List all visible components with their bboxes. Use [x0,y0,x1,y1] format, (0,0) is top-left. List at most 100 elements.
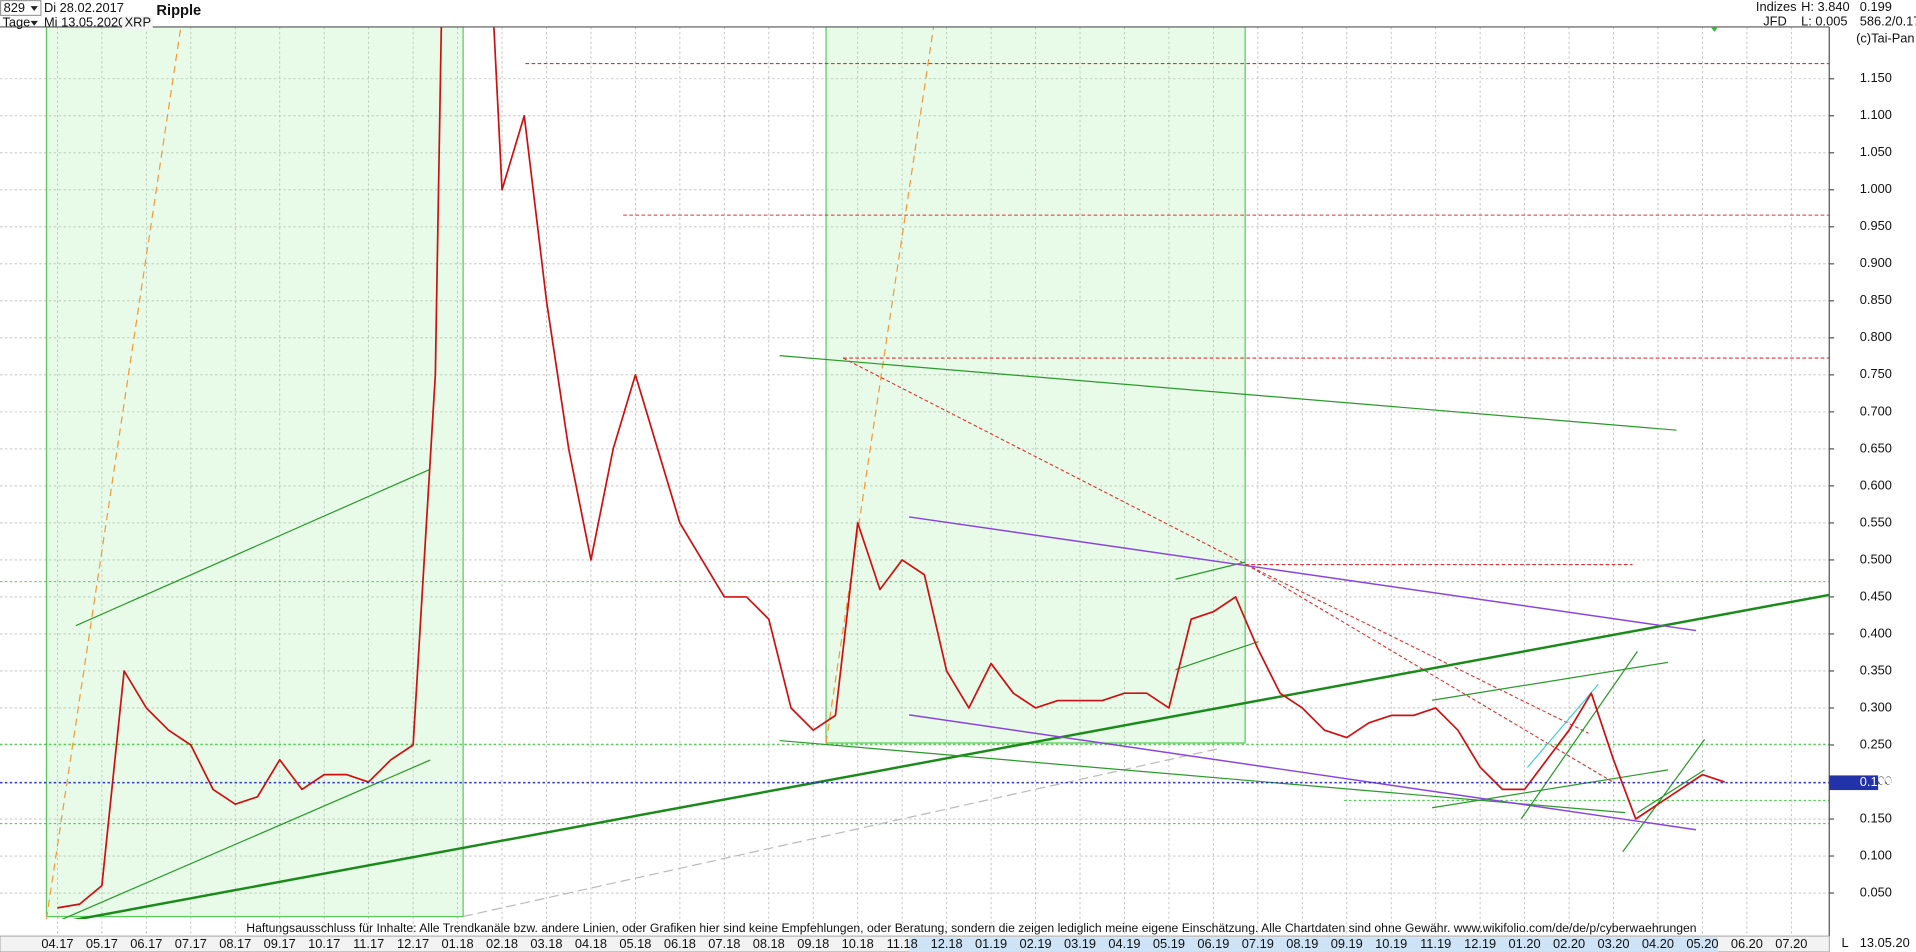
x-tick-label: 12.18 [931,936,963,951]
channel-line [1432,769,1669,809]
x-tick-label: 05.20 [1686,936,1718,951]
trend-line [462,747,1223,918]
channel-line [75,468,431,627]
x-tick-label: 11.18 [887,936,918,951]
y-tick-label: 0.050 [1860,884,1892,899]
x-tick-label: 01.20 [1509,936,1541,951]
trend-line [842,357,1247,566]
x-tick-label: 10.18 [842,936,874,951]
x-tick-label: 07.19 [1242,936,1274,951]
last-price-box [1829,775,1879,791]
count: 829 [4,0,25,15]
channel-line [779,355,1677,431]
y-tick-label: 0.600 [1860,477,1892,492]
x-tick-label: 06.17 [130,936,162,951]
symbol: XRP [125,15,151,30]
x-tick-label: 04.17 [41,936,73,951]
x-tick-label: 05.17 [86,936,118,951]
marker [1710,26,1719,32]
x-tick-label: 09.19 [1331,936,1363,951]
x-tick-label: 06.19 [1197,936,1229,951]
end-date: Mi 13.05.2020 [44,15,125,30]
x-tick-label: 07.17 [175,936,207,951]
scale-mode: L [1841,935,1848,950]
y-tick-label: 1.050 [1860,144,1892,159]
x-tick-label: 08.19 [1286,936,1318,951]
dropdown-arrow[interactable] [30,6,38,12]
x-tick-label: 02.19 [1019,936,1051,951]
x-tick-label: 07.20 [1775,936,1807,951]
grid-layer [0,26,1830,937]
fan-line [825,26,935,744]
channel-line [1520,651,1638,820]
purple-channel [909,516,1697,632]
highlight-zone [825,26,1246,744]
instrument-name: Ripple [156,3,201,19]
x-tick-label: 05.18 [619,936,651,951]
low: L: 0.005 [1801,13,1847,28]
x-tick-label: 03.19 [1064,936,1096,951]
channel-line [1175,561,1246,580]
y-tick-label: 1.150 [1860,70,1892,85]
x-tick-label: 03.20 [1597,936,1629,951]
y-tick-label: 0.350 [1860,662,1892,677]
drawings [0,26,1830,919]
copyright: (c)Tai-Pan [1856,31,1914,46]
x-tick-label: 09.17 [264,936,296,951]
y-tick-label: 0.300 [1860,699,1892,714]
x-tick-label: 05.19 [1153,936,1185,951]
y-tick-label: 0.550 [1860,514,1892,529]
y-tick-label: 0.100 [1860,847,1892,862]
y-tick-label: 1.100 [1860,107,1892,122]
x-tick-label: 08.18 [753,936,785,951]
channel-line [1526,683,1599,768]
y-tick-label: 0.950 [1860,218,1892,233]
x-tick-label: 11.19 [1420,936,1451,951]
index-group: Indizes [1756,0,1797,14]
x-tick-label: 03.18 [530,936,562,951]
x-tick-label: 08.17 [219,936,251,951]
x-tick-label: 11.17 [353,936,384,951]
x-axis-highlight [909,937,1719,952]
channel-line [61,759,431,919]
x-tick-label: 09.18 [797,936,829,951]
end-date-label: 13.05.20 [1860,935,1910,950]
y-tick-label: 0.150 [1860,810,1892,825]
main-trend-line [72,593,1830,919]
start-date: Di 28.02.2017 [44,0,124,15]
x-tick-label: 10.19 [1375,936,1407,951]
trend-line [1246,564,1589,734]
channel-line [1637,769,1705,814]
y-tick-label: 0.500 [1860,551,1892,566]
purple-channel [909,714,1697,831]
y-tick-label: 0.900 [1860,255,1892,270]
x-tick-label: 06.18 [664,936,696,951]
x-tick-label: 02.20 [1553,936,1585,951]
price-line [57,26,1725,909]
dropdown-arrow[interactable] [30,20,38,26]
high: H: 3.840 [1801,0,1850,14]
y-tick-label: 0.400 [1860,625,1892,640]
x-tick-label: 04.20 [1642,936,1674,951]
y-tick-label: 0.750 [1860,366,1892,381]
period: Tage [2,15,30,30]
x-tick-label: 07.18 [708,936,740,951]
symbol-box [122,15,153,30]
x-tick-label: 06.20 [1731,936,1763,951]
y-tick-label: 0.850 [1860,292,1892,307]
channel-line [1175,640,1259,671]
highlight-zone [45,26,464,918]
count-box[interactable] [0,0,42,16]
info: 586.2/0.17 [1860,13,1916,28]
last-price: 0.199 [1860,0,1892,14]
series-layer [0,26,1830,909]
x-tick-label: 12.19 [1464,936,1496,951]
x-tick-label: 12.17 [397,936,429,951]
y-tick-label: 1.000 [1860,181,1892,196]
x-tick-label: 04.19 [1108,936,1140,951]
y-tick-label: 0.450 [1860,588,1892,603]
x-tick-label: 01.18 [442,936,474,951]
disclaimer: Haftungsausschluss für Inhalte: Alle Tre… [246,921,1696,935]
